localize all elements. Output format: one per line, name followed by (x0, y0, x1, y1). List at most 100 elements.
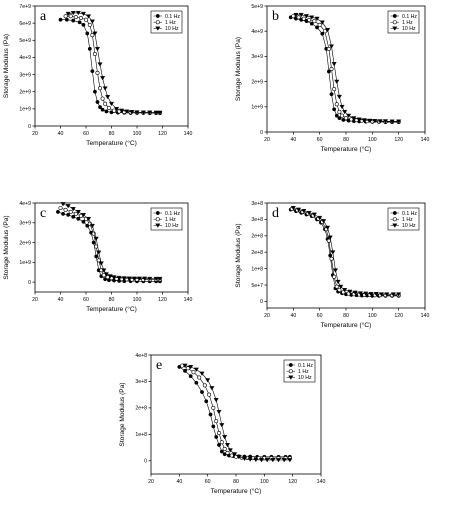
data-point (111, 275, 117, 280)
data-point (337, 116, 342, 121)
data-point (81, 22, 86, 27)
data-point (136, 276, 143, 281)
data-point (147, 276, 153, 282)
panel-c: c 20 40 60 80 100 120 140 0 1e+9 2e+9 3e+9 4e+9 Tempe… (3, 201, 192, 313)
series-line (57, 211, 160, 282)
data-point (227, 448, 233, 453)
data-point (214, 435, 219, 439)
data-point (378, 292, 385, 297)
series-line (182, 365, 290, 459)
data-point (58, 205, 63, 210)
legend-marker (392, 223, 398, 228)
data-point (63, 14, 68, 19)
legend-label: 10 Hz (165, 223, 179, 229)
data-point (185, 366, 190, 371)
data-point (84, 17, 89, 22)
series-line (65, 15, 160, 114)
data-point (204, 399, 209, 404)
data-point (343, 116, 348, 121)
y-tick-label: 3e+9 (19, 72, 31, 78)
data-point (58, 17, 63, 22)
data-point (207, 392, 212, 397)
data-point (80, 213, 87, 218)
data-point (71, 18, 76, 23)
data-point (92, 89, 97, 94)
data-point (101, 268, 107, 273)
y-axis-title: Storage Modulus (Pa) (235, 37, 242, 101)
data-point (94, 47, 101, 52)
data-point (290, 206, 296, 211)
panel-letter: e (156, 358, 162, 373)
series-0-1-hz (177, 364, 292, 459)
data-point (114, 276, 119, 281)
data-point (209, 386, 215, 391)
data-point (98, 261, 104, 266)
data-point (61, 211, 65, 216)
data-point (236, 454, 242, 460)
data-point (363, 291, 369, 296)
data-point (337, 287, 342, 292)
series-10-hz (65, 11, 163, 115)
legend-marker (155, 217, 160, 222)
data-point (340, 113, 345, 118)
data-point (131, 276, 138, 281)
legend-label: 10 Hz (402, 223, 416, 229)
data-point (296, 15, 301, 20)
data-point (98, 105, 102, 110)
panel-letter: d (272, 206, 279, 221)
y-tick-label: 2e+8 (251, 234, 263, 240)
y-tick-label: 1e+8 (135, 432, 147, 438)
data-point (76, 216, 81, 221)
data-point (103, 272, 109, 277)
data-point (342, 109, 348, 115)
y-tick-label: 1e+9 (251, 105, 263, 111)
y-tick-label: 4e+9 (19, 55, 31, 61)
data-point (85, 14, 92, 19)
data-point (334, 284, 339, 289)
y-tick-label: 3e+8 (251, 217, 263, 223)
data-point (157, 110, 163, 115)
data-point (194, 380, 199, 385)
y-tick-label: 3e+8 (251, 201, 263, 207)
x-tick-label: 120 (394, 137, 403, 143)
data-point (153, 110, 159, 115)
data-point (377, 119, 383, 124)
data-point (327, 235, 333, 240)
x-axis-title: Temperature (°C) (211, 487, 262, 495)
legend-label: 0.1 Hz (402, 14, 417, 20)
data-point (202, 383, 207, 388)
data-point (70, 207, 76, 212)
y-tick-label: 0 (144, 459, 147, 465)
legend-label: 1 Hz (402, 217, 413, 223)
data-point (103, 101, 108, 106)
data-point (334, 79, 340, 84)
legend-label: 10 Hz (402, 26, 416, 32)
series-0-1-hz (56, 209, 162, 284)
x-tick-label: 100 (368, 137, 377, 143)
y-tick-label: 5e+7 (251, 283, 263, 289)
data-point (326, 46, 331, 51)
series-10-hz (60, 202, 163, 282)
data-point (205, 378, 211, 383)
data-point (336, 94, 342, 100)
x-tick-label: 20 (32, 297, 38, 303)
x-tick-label: 40 (290, 137, 296, 143)
y-tick-label: 5e+9 (251, 4, 263, 10)
legend-label: 1 Hz (402, 20, 413, 26)
data-point (102, 86, 108, 91)
legend-label: 10 Hz (165, 26, 179, 32)
data-point (332, 268, 339, 273)
data-point (217, 431, 222, 436)
legend-label: 10 Hz (298, 375, 312, 381)
data-point (270, 458, 276, 463)
data-point (147, 110, 153, 115)
data-point (328, 44, 335, 49)
x-axis-title: Temperature (°C) (86, 305, 137, 313)
series-1-hz (63, 14, 162, 115)
data-point (73, 211, 78, 216)
data-point (219, 423, 225, 428)
data-point (352, 290, 358, 295)
legend-label: 1 Hz (165, 20, 176, 26)
data-point (334, 113, 339, 118)
series-line (293, 15, 399, 122)
